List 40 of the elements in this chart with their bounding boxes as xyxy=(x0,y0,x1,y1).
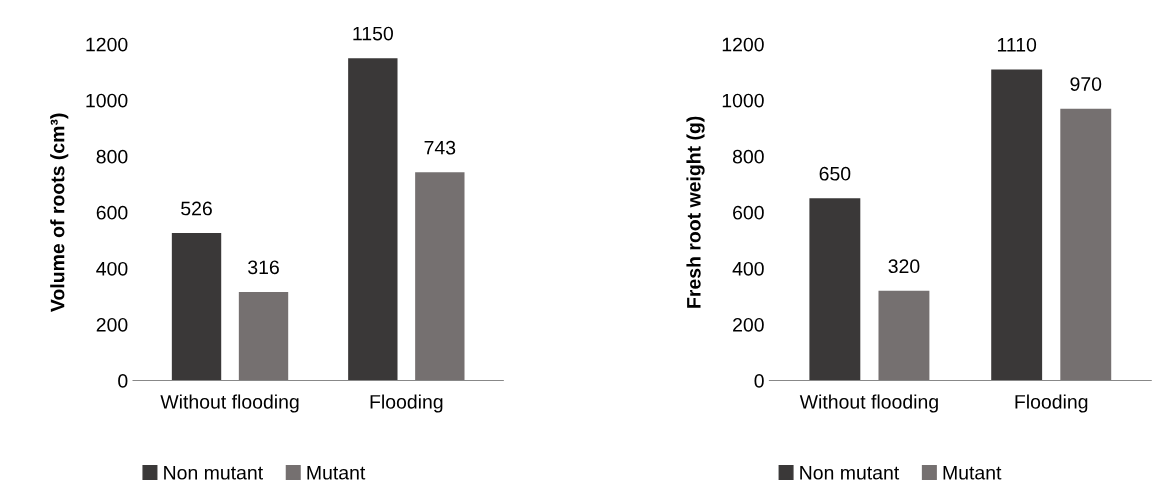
bar xyxy=(878,290,930,381)
x-tick-label: Flooding xyxy=(370,394,443,413)
y-tick-label: 1200 xyxy=(722,37,764,52)
y-tick-label: 1000 xyxy=(722,93,764,108)
bar xyxy=(238,291,289,381)
data-label: 1150 xyxy=(353,26,393,41)
data-label: 320 xyxy=(888,259,920,274)
y-tick-label: 0 xyxy=(118,373,128,388)
y-tick-label: 800 xyxy=(96,149,128,164)
bar xyxy=(991,69,1043,381)
legend-label: Non mutant xyxy=(800,466,900,480)
x-tick-label: Flooding xyxy=(1015,394,1088,413)
y-tick-label: 400 xyxy=(732,261,764,276)
y-axis-title: Volume of roots (cm³) xyxy=(50,113,69,312)
legend-label: Mutant xyxy=(943,466,1002,480)
data-label: 650 xyxy=(819,166,851,181)
bar xyxy=(415,172,465,381)
bar xyxy=(171,233,222,381)
y-axis-title: Fresh root weight (g) xyxy=(686,116,705,308)
y-tick-label: 0 xyxy=(754,373,764,388)
legend-label: Non mutant xyxy=(164,466,263,480)
data-label: 316 xyxy=(248,260,279,275)
y-tick-label: 400 xyxy=(96,261,128,276)
data-label: 743 xyxy=(424,140,456,155)
y-tick-label: 1200 xyxy=(86,37,128,52)
y-tick-label: 200 xyxy=(733,317,764,332)
x-tick-label: Without flooding xyxy=(799,394,938,413)
y-tick-label: 1000 xyxy=(86,93,128,108)
bar xyxy=(809,198,861,381)
data-label: 970 xyxy=(1070,77,1102,91)
y-tick-label: 600 xyxy=(733,205,764,220)
x-tick-label: Without flooding xyxy=(160,394,299,413)
data-label: 526 xyxy=(181,201,212,216)
bar xyxy=(348,58,398,381)
data-label: 1110 xyxy=(997,37,1037,52)
y-tick-label: 200 xyxy=(96,317,128,332)
y-tick-label: 600 xyxy=(96,205,128,220)
bar xyxy=(1060,108,1112,381)
legend-label: Mutant xyxy=(307,466,366,480)
y-tick-label: 800 xyxy=(732,149,764,164)
